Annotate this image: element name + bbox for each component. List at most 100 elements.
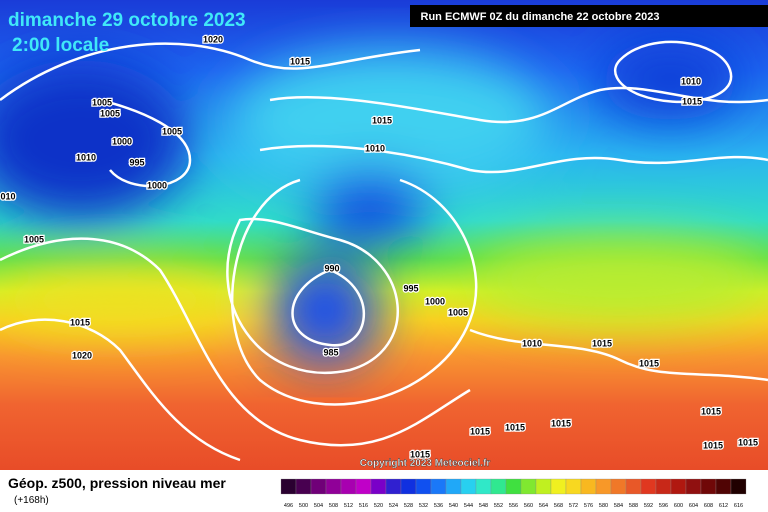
scale-label: 596 bbox=[659, 503, 668, 509]
field bbox=[0, 0, 768, 470]
scale-label: 608 bbox=[704, 503, 713, 509]
scale-label: 552 bbox=[494, 503, 503, 509]
scale-swatch bbox=[640, 478, 657, 495]
scale-swatch bbox=[490, 478, 507, 495]
isobar-label: 1010 bbox=[365, 143, 385, 153]
isobar-label: 1010 bbox=[522, 338, 542, 348]
scale-swatch bbox=[445, 478, 462, 495]
scale-label: 572 bbox=[569, 503, 578, 509]
scale-label: 592 bbox=[644, 503, 653, 509]
scale-swatch bbox=[400, 478, 417, 495]
scale-swatch bbox=[280, 478, 297, 495]
isobar-label: 990 bbox=[324, 263, 339, 273]
isobar-label: 995 bbox=[129, 157, 144, 167]
scale-swatch bbox=[430, 478, 447, 495]
isobar-label: 1010 bbox=[76, 152, 96, 162]
isobar-label: 1015 bbox=[410, 449, 430, 459]
isobar-label: 1015 bbox=[738, 437, 758, 447]
isobar-label: 1005 bbox=[448, 307, 468, 317]
scale-swatch bbox=[655, 478, 672, 495]
scale-label: 612 bbox=[719, 503, 728, 509]
scale-label: 540 bbox=[449, 503, 458, 509]
scale-label: 516 bbox=[359, 503, 368, 509]
scale-label: 600 bbox=[674, 503, 683, 509]
scale-swatch bbox=[685, 478, 702, 495]
isobar-label: 1005 bbox=[162, 126, 182, 136]
isobar-label: 1015 bbox=[682, 96, 702, 106]
scale-label: 532 bbox=[419, 503, 428, 509]
isobar-label: 1015 bbox=[70, 317, 90, 327]
isobar-label: 1020 bbox=[72, 350, 92, 360]
scale-label: 556 bbox=[509, 503, 518, 509]
isobar-label: 010 bbox=[0, 191, 15, 201]
isobar-label: 1010 bbox=[681, 76, 701, 86]
scale-label: 512 bbox=[344, 503, 353, 509]
run-box bbox=[410, 5, 768, 27]
scale-swatch bbox=[595, 478, 612, 495]
scale-label: 584 bbox=[614, 503, 623, 509]
isobars bbox=[0, 40, 768, 462]
isobar-label: 1005 bbox=[92, 97, 112, 107]
isobar-label: 1015 bbox=[639, 358, 659, 368]
scale-swatch bbox=[565, 478, 582, 495]
map-subtitle: 2:00 locale bbox=[12, 35, 109, 56]
scale-swatch bbox=[460, 478, 477, 495]
scale-swatch bbox=[580, 478, 597, 495]
scale-label: 536 bbox=[434, 503, 443, 509]
scale-label: 580 bbox=[599, 503, 608, 509]
scale-label: 604 bbox=[689, 503, 698, 509]
scale-label: 564 bbox=[539, 503, 548, 509]
isobar-label: 1005 bbox=[100, 108, 120, 118]
scale-label: 616 bbox=[734, 503, 743, 509]
scale-label: 500 bbox=[299, 503, 308, 509]
isobar-label: 1015 bbox=[701, 406, 721, 416]
scale-swatch bbox=[295, 478, 312, 495]
isobar-label: 1000 bbox=[112, 136, 132, 146]
isobar-label: 985 bbox=[323, 347, 338, 357]
scale-swatch bbox=[475, 478, 492, 495]
scale-swatch bbox=[355, 478, 372, 495]
scale-swatch bbox=[670, 478, 687, 495]
legend-lead: (+168h) bbox=[14, 495, 49, 506]
scale-label: 544 bbox=[464, 503, 473, 509]
scale-swatch bbox=[505, 478, 522, 495]
isobar-label: 1005 bbox=[24, 234, 44, 244]
scale-label: 520 bbox=[374, 503, 383, 509]
scale-swatch bbox=[550, 478, 567, 495]
isobar-label: 1000 bbox=[425, 296, 445, 306]
isobar-label: 1015 bbox=[290, 56, 310, 66]
legend-title: Géop. z500, pression niveau mer bbox=[8, 475, 226, 491]
scale-swatch bbox=[700, 478, 717, 495]
isobar-label: 995 bbox=[403, 283, 418, 293]
scale-swatch bbox=[385, 478, 402, 495]
scale-swatch bbox=[625, 478, 642, 495]
scale-label: 528 bbox=[404, 503, 413, 509]
isobar-label: 1015 bbox=[551, 418, 571, 428]
scale-swatch bbox=[610, 478, 627, 495]
isobar-label: 1000 bbox=[147, 180, 167, 190]
scale-label: 588 bbox=[629, 503, 638, 509]
scale-label: 496 bbox=[284, 503, 293, 509]
scale-label: 548 bbox=[479, 503, 488, 509]
scale-swatch bbox=[325, 478, 342, 495]
isobar-label: 1015 bbox=[505, 422, 525, 432]
isobar-label: 1015 bbox=[592, 338, 612, 348]
scale-swatch bbox=[415, 478, 432, 495]
scale-label: 524 bbox=[389, 503, 398, 509]
scale-swatch bbox=[535, 478, 552, 495]
scale-swatch bbox=[310, 478, 327, 495]
scale-label: 560 bbox=[524, 503, 533, 509]
scale-swatch bbox=[370, 478, 387, 495]
copyright: Copyright 2023 Meteociel.fr bbox=[360, 458, 491, 469]
scale-label: 568 bbox=[554, 503, 563, 509]
scale-label: 508 bbox=[329, 503, 338, 509]
isobar-label: 1020 bbox=[203, 34, 223, 44]
scale-label: 504 bbox=[314, 503, 323, 509]
scale-swatch bbox=[715, 478, 732, 495]
isobar-label: 1015 bbox=[703, 440, 723, 450]
scale-swatch bbox=[730, 478, 747, 495]
run-text: Run ECMWF 0Z du dimanche 22 octobre 2023 bbox=[421, 11, 660, 23]
isobar-label: 1015 bbox=[372, 115, 392, 125]
isobar-label: 1015 bbox=[470, 426, 490, 436]
